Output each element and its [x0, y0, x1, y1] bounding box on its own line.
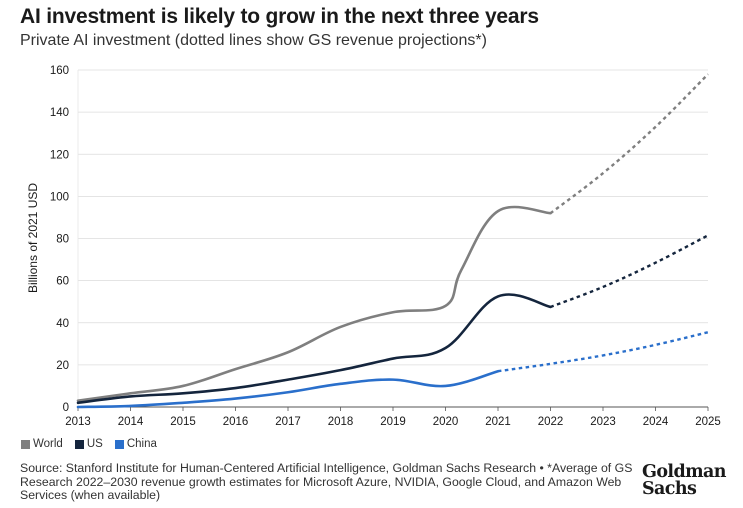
- y-tick-label: 40: [56, 318, 69, 330]
- legend-label-us: US: [86, 438, 103, 450]
- x-tick-label: 2021: [485, 416, 511, 428]
- legend-swatch-world: [21, 439, 30, 449]
- legend: World US China: [21, 438, 157, 450]
- y-axis-label: Billions of 2021 USD: [26, 183, 40, 293]
- chart-subtitle: Private AI investment (dotted lines show…: [20, 32, 487, 49]
- china-projection-line: [497, 331, 709, 373]
- goldman-sachs-logo: Goldman Sachs: [642, 462, 726, 499]
- y-tick-label: 100: [50, 191, 69, 203]
- x-axis-ticks: 2013 2014 2015 2016 2017 2018 2019 2020 2021 2022…: [65, 407, 721, 428]
- x-tick-label: 2019: [380, 416, 406, 428]
- x-tick-label: 2015: [170, 416, 196, 428]
- legend-item-world: World: [21, 438, 63, 450]
- world-projection-line: [549, 73, 709, 215]
- x-tick-label: 2020: [433, 416, 459, 428]
- legend-swatch-us: [74, 439, 84, 449]
- y-tick-label: 20: [56, 360, 69, 372]
- y-tick-label: 60: [56, 276, 69, 288]
- x-tick-label: 2016: [223, 416, 249, 428]
- legend-item-china: China: [114, 438, 157, 450]
- source-note: Source: Stanford Institute for Human-Cen…: [20, 461, 633, 502]
- x-tick-label: 2023: [590, 416, 616, 428]
- grid-lines: [77, 69, 708, 408]
- us-series-line: [76, 293, 552, 405]
- legend-label-china: China: [126, 438, 157, 450]
- china-series-line: [76, 369, 500, 409]
- chart-title: AI investment is likely to grow in the n…: [20, 5, 539, 28]
- world-series-line: [76, 205, 552, 402]
- y-tick-label: 140: [50, 107, 69, 119]
- x-tick-label: 2025: [695, 416, 721, 428]
- y-axis-ticks: 0 20 40 60 80 100 120 140 160: [50, 65, 69, 414]
- x-tick-label: 2017: [275, 416, 301, 428]
- y-tick-label: 120: [50, 149, 69, 161]
- legend-label-world: World: [33, 438, 63, 450]
- x-tick-label: 2014: [118, 416, 144, 428]
- series-lines: [76, 73, 709, 409]
- x-tick-label: 2018: [328, 416, 354, 428]
- legend-swatch-china: [114, 439, 124, 449]
- x-tick-label: 2013: [65, 416, 91, 428]
- y-tick-label: 0: [63, 402, 69, 414]
- legend-item-us: US: [74, 438, 103, 450]
- us-projection-line: [550, 234, 709, 309]
- logo-line-2: Sachs: [642, 479, 697, 499]
- y-tick-label: 160: [50, 65, 69, 77]
- x-tick-label: 2022: [538, 416, 564, 428]
- y-tick-label: 80: [56, 234, 69, 246]
- logo-line-1: Goldman: [642, 462, 726, 482]
- x-tick-label: 2024: [643, 416, 669, 428]
